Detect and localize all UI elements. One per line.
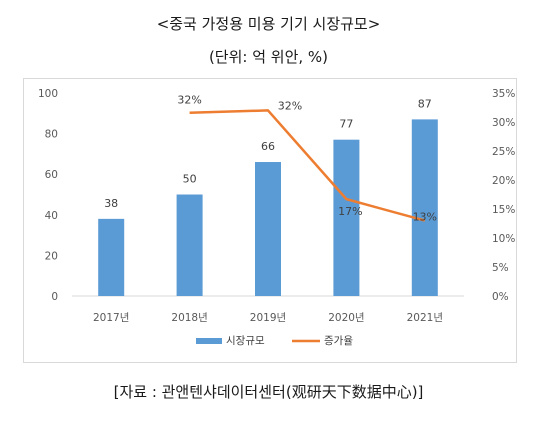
- bar: [333, 139, 360, 296]
- x-tick-label: 2018년: [171, 312, 207, 324]
- y-right-tick-label: 20%: [492, 175, 515, 187]
- y-left-tick-label: 0: [51, 291, 58, 303]
- legend-label-line: 증가율: [324, 335, 353, 347]
- line-value-label: 17%: [338, 205, 362, 218]
- y-right-tick-label: 25%: [492, 146, 515, 158]
- y-left-tick-label: 100: [38, 88, 58, 100]
- y-left-tick-label: 60: [45, 169, 58, 181]
- bar-value-label: 50: [183, 173, 197, 186]
- bar: [411, 119, 438, 296]
- y-right-tick-label: 10%: [492, 233, 515, 245]
- x-tick-label: 2019년: [250, 312, 286, 324]
- y-left-tick-label: 40: [45, 210, 58, 222]
- y-right-tick-label: 0%: [492, 291, 509, 303]
- chart-frame: 0 20 40 60 80 100 0% 5% 10% 15% 20% 25% 30% 35% 2017년 2…: [23, 78, 517, 363]
- bar: [176, 194, 203, 296]
- y-right-tick-label: 15%: [492, 204, 515, 216]
- legend-swatch-bar: [196, 338, 222, 344]
- bar-value-label: 66: [261, 140, 275, 153]
- y-left-tick-label: 80: [45, 129, 58, 141]
- source-note: [자료 : 관앤텐샤데이터센터(观研天下数据中心)]: [113, 383, 424, 401]
- legend-label-bar: 시장규모: [226, 335, 265, 347]
- x-tick-label: 2021년: [407, 312, 443, 324]
- line-value-label: 13%: [413, 211, 437, 224]
- combo-chart: 0 20 40 60 80 100 0% 5% 10% 15% 20% 25% 30% 35% 2017년 2…: [38, 88, 515, 347]
- bar-value-label: 77: [339, 118, 353, 131]
- y-right-tick-label: 35%: [492, 88, 515, 100]
- chart-title: <중국 가정용 미용 기기 시장규모>: [156, 15, 381, 33]
- y-left-tick-label: 20: [45, 250, 58, 262]
- bar: [255, 162, 281, 296]
- y-right-tick-label: 5%: [492, 262, 509, 274]
- x-tick-label: 2017년: [93, 312, 129, 324]
- growth-line: [189, 109, 426, 222]
- bar-value-label: 38: [104, 197, 118, 210]
- bar-value-label: 87: [418, 97, 432, 110]
- bar: [98, 218, 125, 296]
- line-value-label: 32%: [278, 99, 302, 112]
- line-value-label: 32%: [177, 94, 201, 107]
- chart-unit: (단위: 억 위안, %): [208, 48, 329, 66]
- y-right-tick-label: 30%: [492, 117, 515, 129]
- x-tick-label: 2020년: [328, 312, 364, 324]
